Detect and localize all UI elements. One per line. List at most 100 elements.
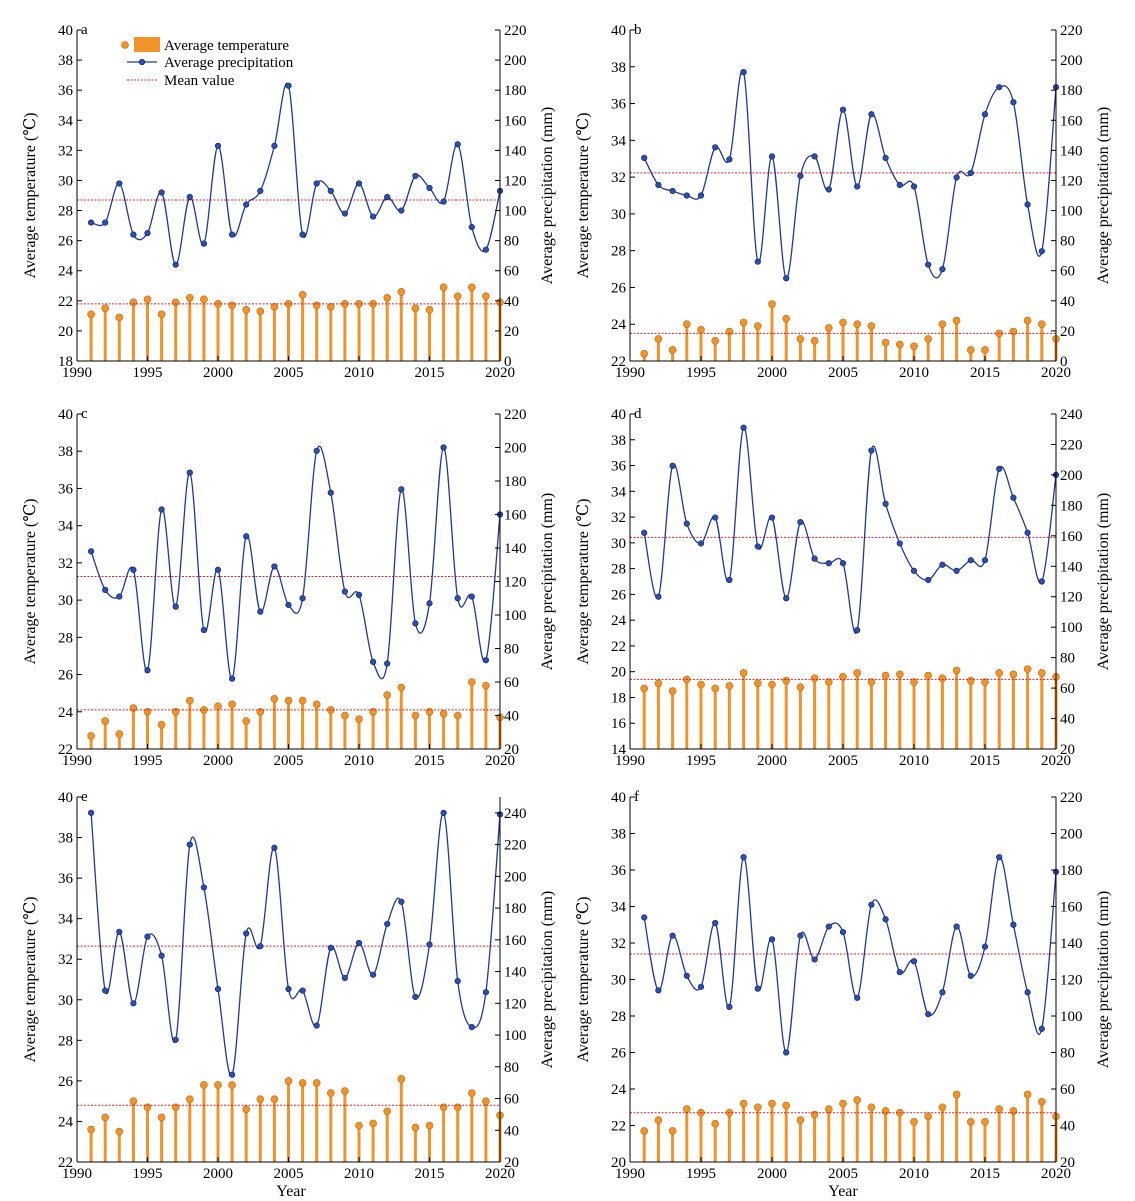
- temperature-marker: [910, 1118, 918, 1126]
- temperature-marker: [467, 283, 476, 292]
- right-tick-label: 140: [504, 541, 527, 557]
- left-tick-label: 20: [58, 324, 73, 340]
- left-tick-label: 36: [611, 97, 627, 113]
- precipitation-marker: [768, 153, 776, 160]
- temperature-marker: [171, 298, 180, 307]
- x-tick-label: 2005: [274, 753, 304, 769]
- right-tick-label: 80: [1060, 234, 1075, 250]
- precipitation-marker: [655, 593, 662, 600]
- right-tick-label: 120: [1060, 590, 1083, 606]
- precipitation-marker: [144, 933, 151, 940]
- right-tick-label: 140: [1060, 936, 1083, 952]
- precipitation-marker: [116, 928, 123, 935]
- precipitation-marker: [740, 69, 747, 76]
- temperature-marker: [383, 294, 392, 302]
- temperature-marker: [881, 1107, 890, 1115]
- x-tick-label: 2010: [899, 753, 929, 769]
- precipitation-line: [90, 445, 501, 680]
- right-tick-label: 120: [1060, 173, 1083, 189]
- right-tick-label: 120: [504, 575, 527, 591]
- temperature-marker: [425, 707, 434, 716]
- x-tick-label: 2010: [344, 365, 374, 381]
- right-tick-label: 200: [1060, 468, 1083, 484]
- precipitation-marker: [454, 595, 461, 602]
- temperature-marker: [640, 1127, 649, 1135]
- left-tick-label: 34: [611, 484, 627, 500]
- precipitation-marker: [102, 987, 109, 994]
- temperature-marker: [725, 327, 734, 336]
- x-tick-label: 1990: [62, 753, 92, 769]
- temperature-marker: [298, 696, 307, 705]
- right-tick-label: 180: [1060, 83, 1083, 99]
- temperature-marker: [924, 1112, 933, 1121]
- precipitation-marker: [158, 952, 165, 959]
- left-tick-label: 18: [58, 354, 73, 370]
- temperature-marker: [810, 1110, 819, 1119]
- temperature-marker: [326, 303, 335, 311]
- precipitation-marker: [327, 489, 334, 496]
- precipitation-line: [643, 856, 1057, 1054]
- x-tick-label: 1995: [686, 365, 716, 381]
- precipitation-marker: [299, 987, 306, 994]
- left-tick-label: 36: [58, 83, 74, 99]
- left-tick-label: 18: [611, 690, 626, 706]
- right-axis-title: Average precipitation (mm): [539, 107, 556, 284]
- temperature-marker: [228, 1081, 236, 1089]
- left-tick-label: 28: [58, 204, 73, 220]
- panel-d: 14 16 18 20 22 24 26 28 30 32 34 36 38 40 20 40 60 80 100 1…: [575, 406, 1112, 769]
- temperature-marker: [782, 676, 791, 685]
- right-tick-label: 220: [504, 838, 527, 854]
- left-tick-label: 22: [611, 639, 626, 655]
- temperature-marker: [101, 1113, 109, 1122]
- temperature-marker: [938, 320, 947, 329]
- right-tick-label: 240: [504, 806, 527, 822]
- temperature-marker: [228, 301, 236, 310]
- temperature-marker: [668, 346, 677, 354]
- x-tick-label: 2020: [485, 365, 515, 381]
- precipitation-marker: [939, 266, 946, 273]
- right-tick-label: 60: [1060, 681, 1075, 697]
- right-tick-label: 100: [1060, 620, 1083, 636]
- precipitation-marker: [967, 169, 974, 177]
- x-tick-label: 2000: [757, 365, 787, 381]
- temperature-marker: [87, 1125, 95, 1134]
- precipitation-marker: [341, 588, 349, 595]
- temperature-marker: [453, 711, 462, 720]
- panel-a: 18 20 22 24 26 28 30 32 34 36 38 40 0 20 40 60 80 100 120 1…: [22, 22, 556, 381]
- temperature-marker: [270, 303, 279, 311]
- precipitation-marker: [783, 595, 790, 602]
- left-tick-label: 30: [58, 993, 73, 1009]
- x-tick-label: 2015: [970, 753, 1000, 769]
- right-tick-label: 20: [504, 1155, 519, 1171]
- precipitation-marker: [740, 424, 747, 431]
- left-tick-label: 32: [611, 170, 626, 186]
- precipitation-marker: [285, 601, 292, 609]
- temperature-marker: [341, 711, 349, 720]
- temperature-marker: [270, 1095, 279, 1103]
- temperature-marker: [739, 1099, 748, 1108]
- precipitation-marker: [482, 657, 490, 664]
- precipitation-marker: [641, 529, 648, 536]
- temperature-marker: [425, 306, 434, 314]
- temperature-marker: [143, 295, 152, 304]
- precipitation-marker: [130, 1000, 137, 1007]
- left-tick-label: 36: [611, 459, 627, 475]
- precipitation-marker: [925, 1011, 932, 1018]
- right-tick-label: 80: [504, 234, 519, 250]
- temperature-marker: [711, 684, 720, 693]
- left-tick-label: 24: [58, 264, 74, 280]
- precipitation-marker: [186, 841, 193, 848]
- precipitation-marker: [229, 675, 236, 682]
- left-tick-label: 40: [611, 407, 626, 423]
- right-tick-label: 200: [1060, 53, 1083, 69]
- right-tick-label: 100: [504, 1028, 527, 1044]
- precipitation-marker: [697, 192, 705, 199]
- precipitation-marker: [967, 972, 974, 979]
- left-tick-label: 22: [58, 1155, 73, 1171]
- temperature-marker: [810, 336, 819, 345]
- precipitation-marker: [925, 576, 932, 584]
- right-tick-label: 20: [504, 742, 519, 758]
- temperature-marker: [839, 673, 847, 681]
- left-tick-label: 28: [58, 1033, 73, 1049]
- precipitation-marker: [1024, 529, 1031, 536]
